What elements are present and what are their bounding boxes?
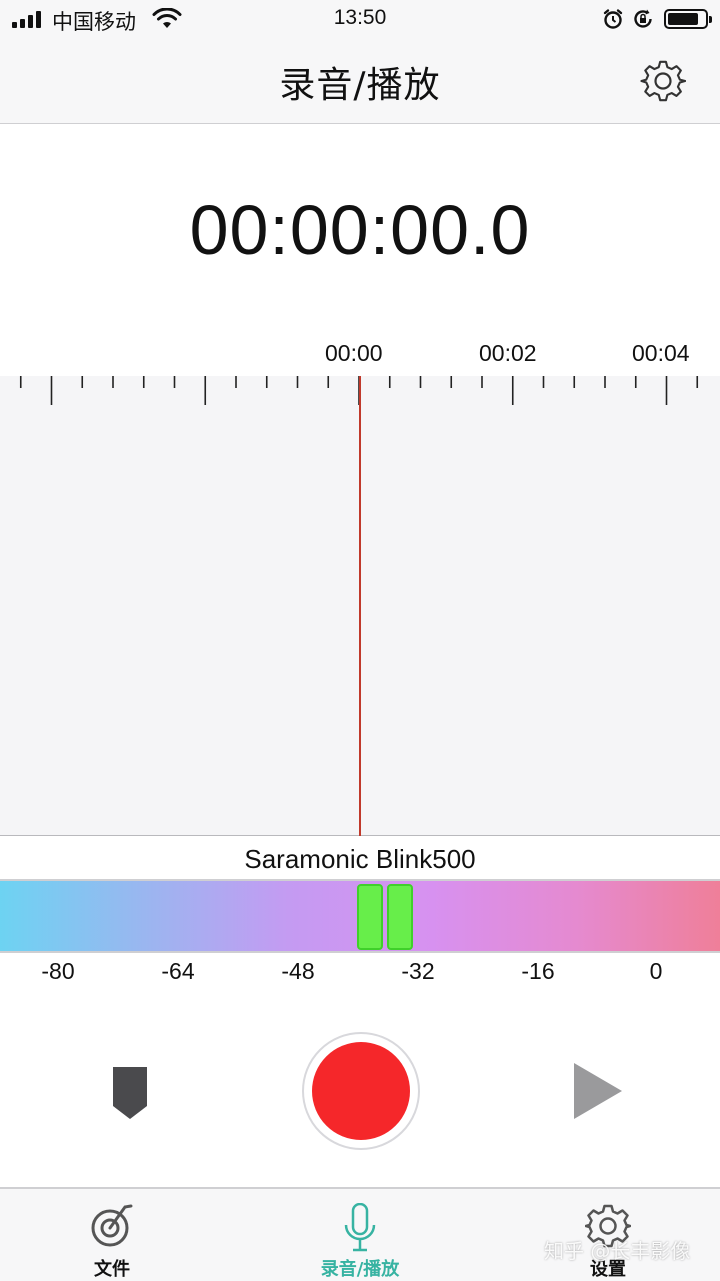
meter-scale-label: -80 [41, 958, 75, 984]
carrier-name: 中国移动 [52, 10, 136, 34]
right-channel-peak [386, 884, 413, 950]
music-disc-icon [91, 1204, 133, 1247]
playhead[interactable] [359, 376, 361, 836]
level-meter [0, 879, 720, 953]
signal-icon [12, 11, 41, 28]
navigation-bar: 录音/播放 [0, 40, 720, 124]
bookmark-icon[interactable] [112, 1066, 148, 1120]
elapsed-time: 00:00:00.0 [189, 191, 531, 269]
alarm-icon [603, 9, 623, 29]
meter-scale-label: -16 [521, 958, 555, 984]
tab-bar: 文件 录音/播放 设置 [0, 1187, 720, 1281]
tab-record-play[interactable]: 录音/播放 [280, 1189, 440, 1281]
gear-icon [585, 1204, 631, 1248]
status-bar: 中国移动 13:50 [0, 0, 720, 40]
status-time: 13:50 [333, 6, 387, 29]
gear-icon[interactable] [640, 58, 686, 104]
left-channel-peak [356, 884, 383, 950]
tab-label: 文件 [94, 1259, 130, 1280]
tab-label: 录音/播放 [320, 1259, 400, 1280]
timeline-label: 00:02 [479, 340, 537, 366]
record-icon [312, 1042, 410, 1140]
timeline-label: 00:04 [632, 340, 690, 366]
wifi-icon [152, 8, 182, 28]
timeline-label: 00:00 [325, 340, 383, 366]
orientation-lock-icon [634, 9, 652, 28]
microphone-icon [344, 1203, 376, 1252]
tab-settings[interactable]: 设置 [528, 1189, 688, 1281]
meter-scale-label: -48 [281, 958, 315, 984]
watermark: 知乎 @长丰影像 [544, 1239, 691, 1263]
battery-icon [664, 9, 712, 29]
tab-files[interactable]: 文件 [32, 1189, 192, 1281]
meter-scale-label: -32 [401, 958, 435, 984]
meter-scale-label: 0 [649, 958, 663, 984]
tab-label: 设置 [590, 1259, 626, 1280]
timeline-ruler[interactable] [0, 372, 720, 408]
play-icon[interactable] [572, 1062, 624, 1120]
meter-scale-label: -64 [161, 958, 195, 984]
input-device-name: Saramonic Blink500 [244, 844, 476, 874]
record-button[interactable] [302, 1032, 420, 1150]
page-title: 录音/播放 [279, 65, 441, 106]
